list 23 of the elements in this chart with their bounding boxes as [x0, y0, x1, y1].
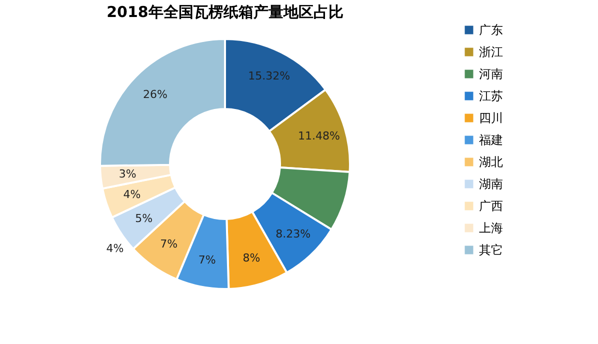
legend-label: 河南	[479, 67, 503, 81]
legend-label: 四川	[479, 111, 503, 125]
legend-label: 广东	[479, 23, 503, 37]
text: 4%	[106, 242, 124, 255]
legend-label: 上海	[479, 221, 503, 235]
data-label: 5%	[135, 212, 153, 225]
data-label: 7%	[198, 253, 216, 266]
data-label: 26%	[142, 88, 168, 102]
legend-label: 湖南	[479, 177, 503, 191]
data-label: 11.48%	[298, 129, 340, 142]
legend-label: 湖北	[479, 155, 503, 169]
data-label: 3%	[118, 167, 136, 180]
data-label: 4%	[123, 188, 141, 201]
legend-label: 其它	[479, 243, 503, 257]
data-label: 8.23%	[276, 227, 311, 240]
data-label: 15.32%	[248, 70, 290, 82]
legend-label: 浙江	[479, 45, 503, 59]
data-label: 8%	[242, 251, 260, 264]
legend-label: 福建	[479, 133, 503, 147]
legend-label: 江苏	[479, 89, 503, 103]
legend-label: 广西	[479, 199, 503, 213]
data-label: 7%	[160, 237, 178, 250]
chart-title: 2018年全国瓦楞纸箱产量地区占比	[106, 3, 344, 21]
